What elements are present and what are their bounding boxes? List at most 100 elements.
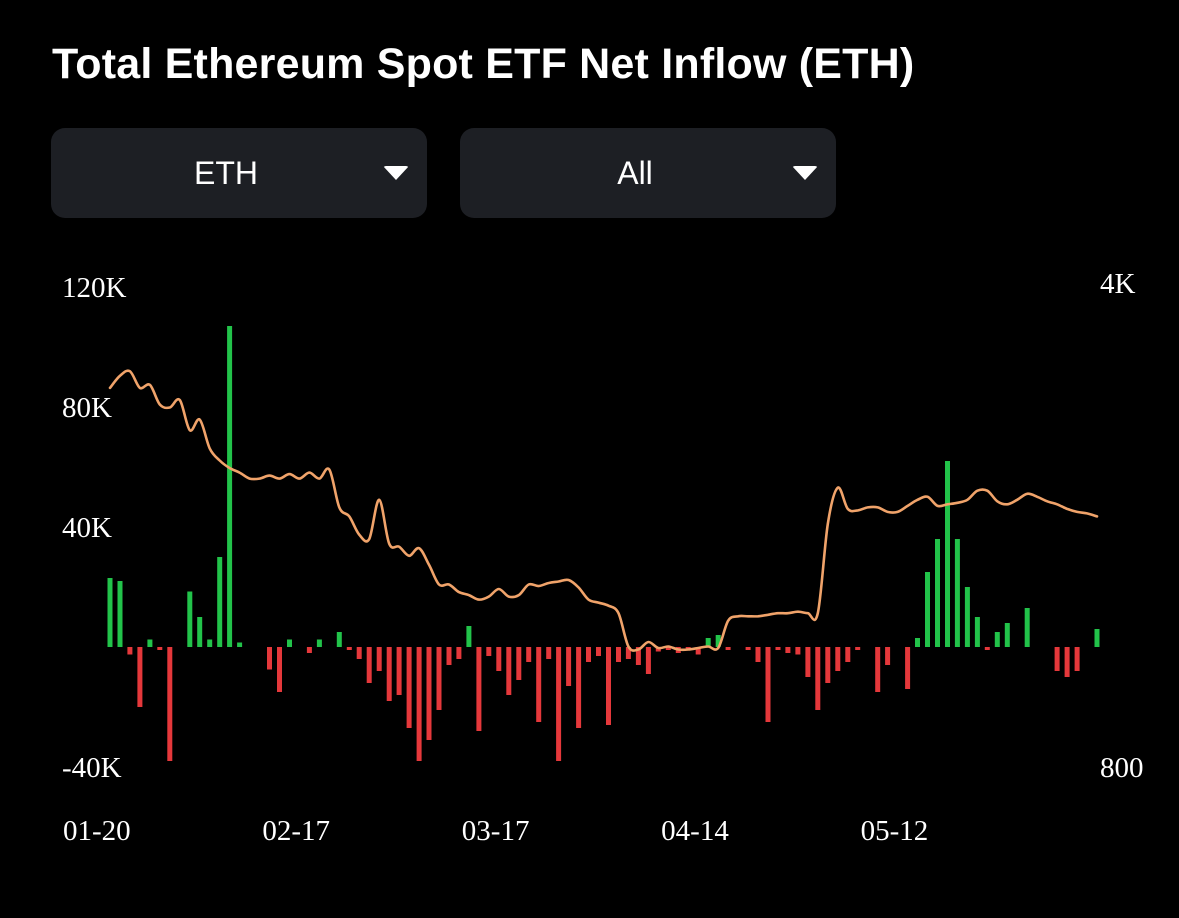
outflow-bar: [137, 647, 143, 707]
outflow-bar: [825, 647, 831, 683]
y-right-tick-label: 800: [1100, 752, 1144, 784]
outflow-bar: [616, 647, 621, 662]
inflow-bar: [197, 617, 203, 647]
x-tick-label: 03-17: [462, 815, 530, 847]
inflow-bar: [705, 638, 711, 647]
outflow-bar: [596, 647, 601, 656]
outflow-bar: [566, 647, 572, 686]
outflow-bar: [127, 647, 133, 655]
outflow-bar: [1074, 647, 1080, 671]
outflow-bar: [576, 647, 582, 728]
chevron-down-icon: [792, 166, 818, 180]
range-dropdown-value: All: [617, 155, 653, 191]
outflow-bar: [536, 647, 542, 722]
outflow-bar: [346, 647, 352, 650]
outflow-bar: [586, 647, 591, 662]
asset-dropdown[interactable]: ETH: [51, 128, 427, 218]
x-tick-label: 02-17: [262, 815, 330, 847]
inflow-bar: [1024, 608, 1030, 647]
inflow-bar: [187, 591, 193, 647]
inflow-bar: [107, 578, 113, 647]
inflow-bar: [915, 638, 920, 647]
inflow-bar: [237, 642, 243, 647]
outflow-bar: [1054, 647, 1060, 671]
outflow-bar: [436, 647, 442, 710]
inflow-bar: [287, 639, 292, 647]
inflow-bar: [217, 557, 223, 647]
outflow-bar: [386, 647, 392, 701]
inflow-bar: [994, 632, 1000, 647]
outflow-bar: [426, 647, 432, 740]
outflow-bar: [267, 647, 272, 670]
y-left-tick-label: -40K: [62, 752, 122, 784]
outflow-bar: [785, 647, 791, 653]
outflow-bar: [486, 647, 492, 656]
outflow-bar: [476, 647, 482, 731]
outflow-bar: [356, 647, 362, 659]
outflow-bar: [695, 647, 701, 655]
outflow-bar: [885, 647, 891, 665]
outflow-bar: [725, 647, 731, 650]
inflow-bar: [715, 635, 721, 647]
y-left-tick-label: 80K: [62, 392, 112, 424]
outflow-bar: [366, 647, 372, 683]
y-left-tick-label: 40K: [62, 512, 112, 544]
inflow-bar: [964, 587, 970, 647]
inflow-bar: [316, 639, 322, 647]
inflow-bar: [1004, 623, 1010, 647]
outflow-bar: [157, 647, 163, 650]
asset-dropdown-value: ETH: [194, 155, 258, 191]
outflow-bar: [606, 647, 611, 725]
inflow-bar: [945, 461, 950, 647]
outflow-bar: [855, 647, 861, 650]
outflow-bar: [645, 647, 651, 674]
outflow-bar: [416, 647, 422, 761]
outflow-bar: [396, 647, 402, 695]
outflow-bar: [745, 647, 751, 650]
outflow-bar: [167, 647, 173, 761]
outflow-bar: [635, 647, 641, 665]
outflow-bar: [506, 647, 512, 695]
inflow-bar: [974, 617, 980, 647]
outflow-bar: [1064, 647, 1070, 677]
outflow-bar: [516, 647, 522, 680]
outflow-bar: [665, 647, 671, 650]
price-series-line: [108, 369, 1099, 652]
outflow-bar: [815, 647, 821, 710]
chevron-down-icon: [383, 166, 409, 180]
inflow-bar: [954, 539, 960, 647]
outflow-bar: [306, 647, 312, 653]
x-tick-label: 05-12: [861, 815, 929, 847]
outflow-bar: [755, 647, 761, 662]
outflow-bar: [775, 647, 781, 650]
outflow-bar: [496, 647, 502, 671]
outflow-bar: [845, 647, 851, 662]
outflow-bar: [277, 647, 282, 692]
inflow-bar: [117, 581, 123, 647]
outflow-bar: [625, 647, 631, 659]
outflow-bar: [805, 647, 811, 677]
outflow-bar: [446, 647, 452, 665]
outflow-bar: [905, 647, 911, 689]
y-left-tick-label: 120K: [62, 272, 127, 304]
outflow-bar: [406, 647, 412, 728]
x-tick-label: 01-20: [63, 815, 131, 847]
inflow-bar: [147, 639, 153, 647]
outflow-bar: [526, 647, 532, 662]
range-dropdown[interactable]: All: [460, 128, 836, 218]
outflow-bar: [984, 647, 990, 650]
page-title: Total Ethereum Spot ETF Net Inflow (ETH): [52, 40, 915, 88]
inflow-bar: [1094, 629, 1100, 647]
inflow-bar: [925, 572, 930, 647]
inflow-bar: [336, 632, 342, 647]
outflow-bar: [376, 647, 382, 671]
outflow-bar: [835, 647, 841, 671]
outflow-bar: [546, 647, 552, 659]
inflow-bar: [935, 539, 940, 647]
outflow-bar: [765, 647, 771, 722]
inflow-bar: [227, 326, 233, 647]
outflow-bar: [875, 647, 881, 692]
outflow-bar: [556, 647, 562, 761]
outflow-bar: [456, 647, 462, 659]
